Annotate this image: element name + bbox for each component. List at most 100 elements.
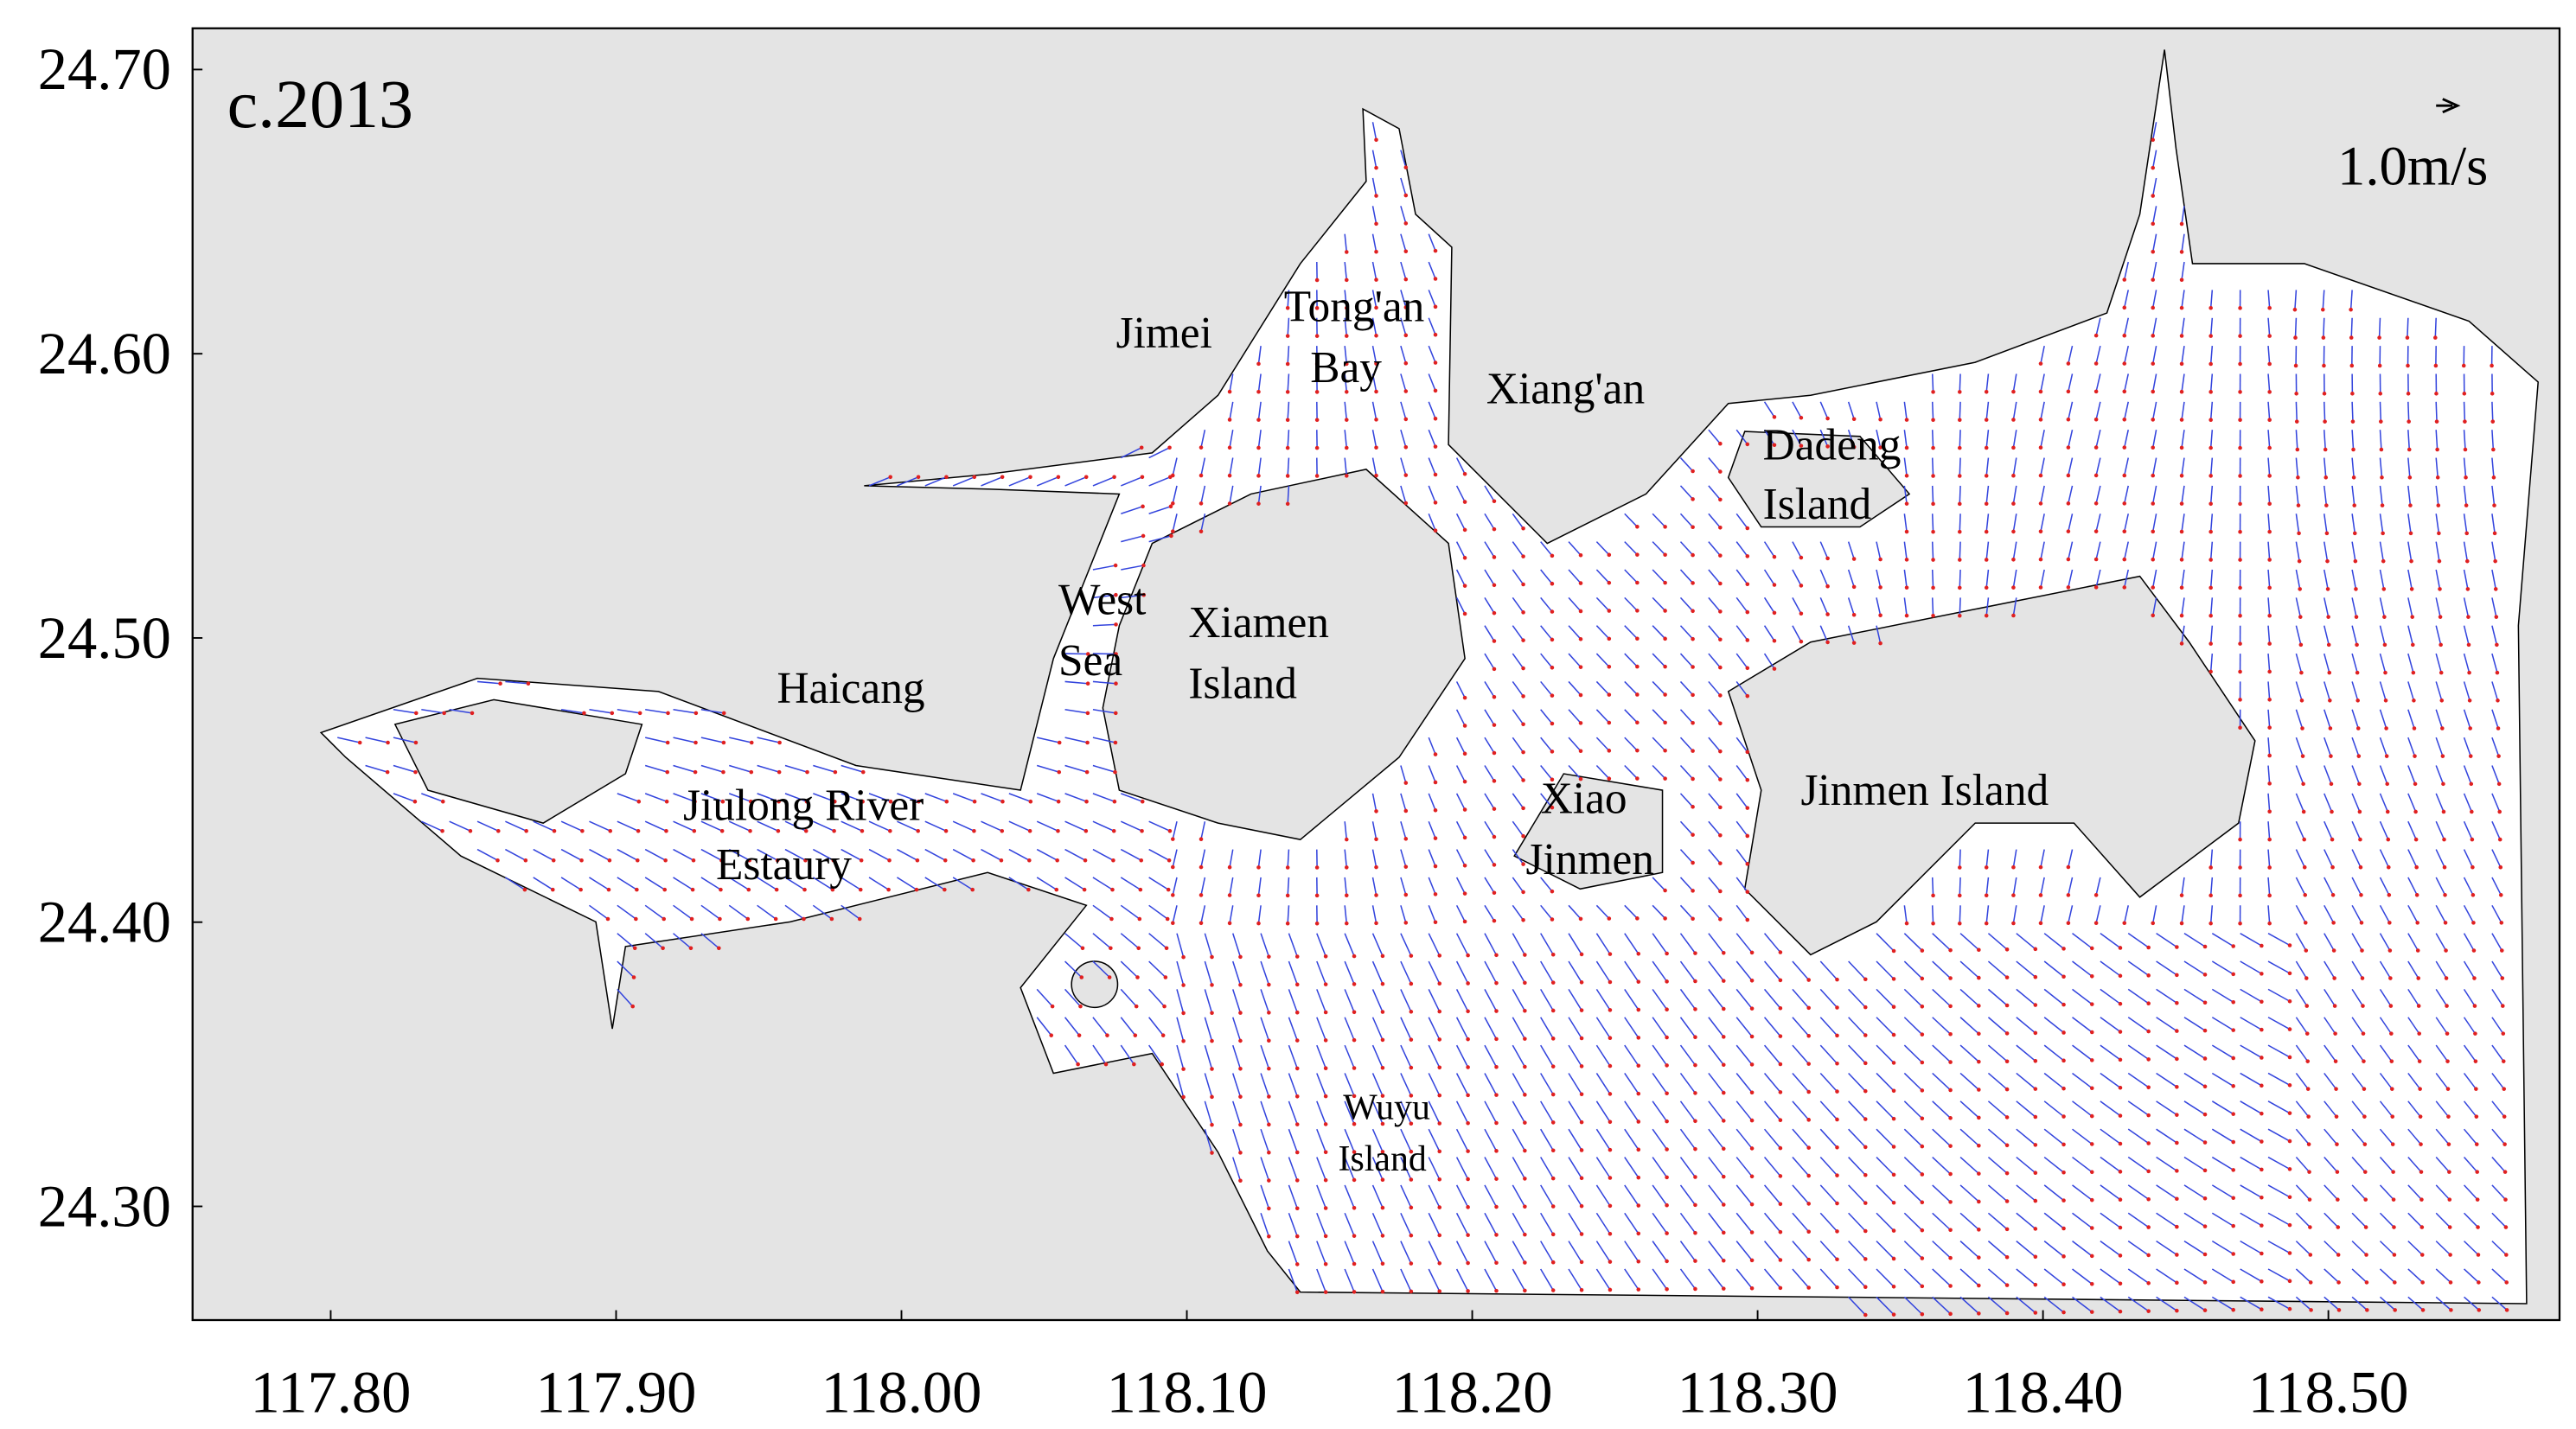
flow-vector: [728, 848, 751, 861]
flow-vector-tip: [2389, 1031, 2394, 1036]
flow-vector: [2351, 1100, 2365, 1118]
flow-vector: [2491, 1241, 2507, 1256]
flow-vector-tip: [2146, 973, 2151, 978]
flow-vector: [2463, 1157, 2478, 1173]
flow-vector: [2181, 261, 2185, 280]
flow-vector-tip: [2463, 447, 2468, 452]
flow-vector-tip: [1665, 1035, 1669, 1040]
flow-vector-tip: [2260, 1056, 2264, 1060]
flow-vector: [1288, 960, 1298, 986]
flow-vector: [2151, 485, 2157, 504]
flow-vector-tip: [748, 799, 753, 804]
flow-vector: [1257, 905, 1262, 924]
flow-vector-tip: [2287, 1251, 2292, 1255]
flow-vector: [1371, 317, 1377, 336]
flow-vector-tip: [1693, 1259, 1697, 1263]
flow-vector: [1679, 457, 1694, 472]
flow-vector: [1624, 1017, 1640, 1038]
flow-vector: [1735, 1100, 1753, 1121]
flow-vector: [1848, 988, 1866, 1008]
flow-vector-tip: [1027, 828, 1032, 833]
flow-vector: [1540, 596, 1553, 613]
flow-vector: [2435, 653, 2442, 673]
flow-vector: [1708, 737, 1721, 752]
flow-vector-tip: [1851, 612, 1857, 617]
flow-vector-tip: [1238, 1178, 1243, 1183]
flow-vector: [897, 877, 917, 890]
flow-vector: [2211, 1100, 2234, 1115]
flow-vector-tip: [2038, 585, 2043, 590]
flow-vector-tip: [1920, 976, 1925, 981]
flow-vector: [1959, 1128, 1979, 1146]
flow-vector-tip: [2328, 699, 2332, 703]
flow-vector: [2324, 1268, 2340, 1284]
flow-vector-tip: [1749, 1006, 1755, 1011]
flow-vector-tip: [1403, 921, 1409, 925]
flow-vector-tip: [665, 740, 670, 745]
flow-vector: [728, 877, 750, 890]
flow-vector-tip: [2446, 1142, 2451, 1146]
flow-vector: [1176, 1073, 1185, 1098]
flow-vector-tip: [2413, 837, 2419, 842]
flow-vector-tip: [1076, 1062, 1080, 1067]
flow-vector-tip: [2033, 1254, 2038, 1260]
flow-vector: [2407, 457, 2411, 478]
flow-vector-tip: [1199, 893, 1204, 897]
flow-vector-tip: [1433, 332, 1438, 337]
flow-vector-tip: [1437, 1065, 1442, 1070]
flow-vector: [2181, 485, 2185, 504]
flow-vector-tip: [1344, 334, 1349, 338]
flow-vector: [2209, 401, 2214, 420]
flow-vector: [728, 820, 751, 832]
flow-vector: [1400, 177, 1407, 196]
flow-vector: [1652, 569, 1666, 584]
flow-vector: [1819, 625, 1829, 643]
flow-vector-tip: [1238, 1151, 1243, 1155]
flow-vector: [1512, 596, 1525, 613]
flow-vector: [2435, 1100, 2450, 1118]
flow-vector-tip: [1462, 807, 1467, 812]
flow-vector: [1959, 1268, 1979, 1286]
flow-vector-tip: [2350, 392, 2355, 396]
flow-vector-tip: [2122, 557, 2127, 562]
flow-vector-tip: [1492, 779, 1497, 783]
flow-vector: [1428, 261, 1436, 279]
flow-vector-tip: [915, 858, 920, 863]
flow-vector: [2095, 569, 2101, 588]
flow-vector-tip: [2267, 921, 2272, 926]
place-label: Jinmen Island: [1800, 766, 2049, 815]
flow-vector: [1371, 1073, 1384, 1096]
flow-vector: [952, 793, 975, 802]
flow-vector: [2267, 905, 2271, 924]
flow-vector-tip: [1579, 1260, 1584, 1265]
flow-vector-tip: [1550, 637, 1555, 642]
flow-vector: [1036, 877, 1058, 890]
flow-vector-tip: [2151, 501, 2156, 506]
flow-vector: [1400, 765, 1407, 783]
flow-vector-tip: [1141, 504, 1145, 509]
flow-vector: [1316, 1268, 1326, 1292]
flow-vector: [2379, 1268, 2395, 1284]
flow-vector: [2351, 737, 2360, 756]
flow-vector-tip: [1492, 583, 1497, 588]
flow-vector-tip: [776, 828, 781, 833]
flow-vector-tip: [688, 946, 694, 951]
flow-vector: [2351, 933, 2363, 951]
flow-vector-tip: [1721, 1230, 1726, 1235]
flow-vector: [1735, 1044, 1753, 1065]
flow-vector-tip: [2321, 335, 2326, 340]
flow-vector: [2491, 457, 2495, 478]
flow-vector: [673, 877, 694, 890]
flow-vector-tip: [1745, 442, 1750, 447]
flow-vector: [1735, 793, 1748, 809]
flow-vector: [560, 877, 582, 890]
flow-vector-tip: [1891, 1172, 1896, 1177]
place-label: Tong'an: [1284, 283, 1425, 332]
flow-vector: [533, 820, 555, 832]
flow-vector-tip: [1084, 799, 1089, 804]
flow-vector-tip: [1080, 946, 1085, 951]
flow-vector-tip: [1663, 692, 1667, 697]
flow-vector-tip: [2151, 585, 2156, 590]
flow-vector: [1008, 848, 1030, 861]
flow-vector: [1735, 625, 1748, 641]
